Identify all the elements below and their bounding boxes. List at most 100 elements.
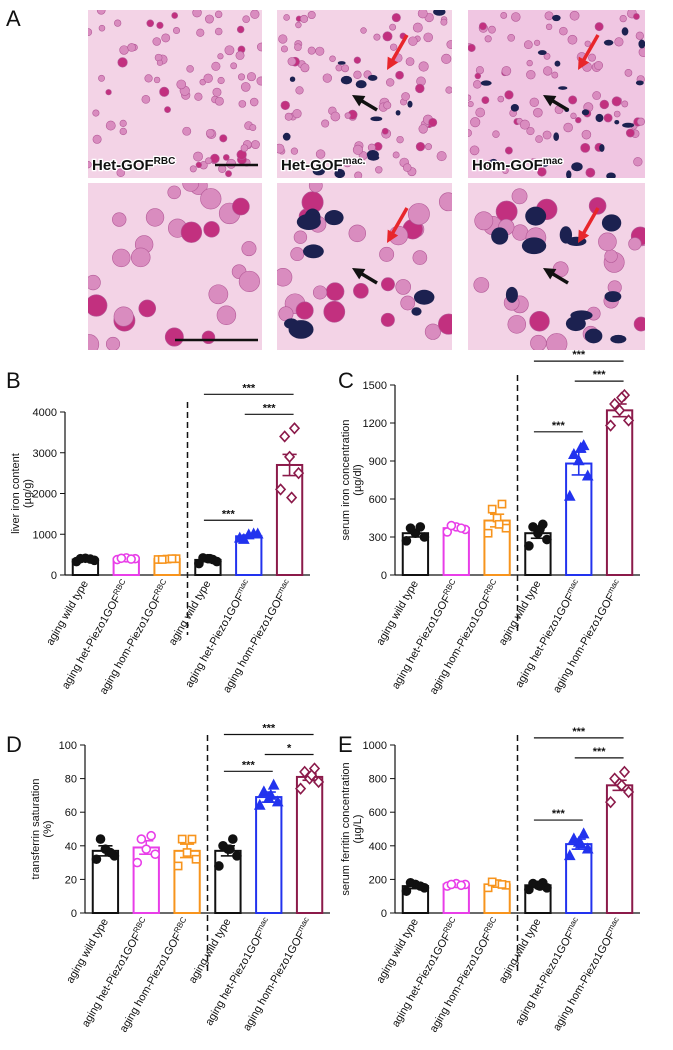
nucleus <box>294 43 302 52</box>
nucleus <box>403 163 412 172</box>
nucleus <box>217 53 224 60</box>
iron-deposit <box>324 210 344 226</box>
nucleus <box>335 64 343 72</box>
arrow-head <box>387 229 399 243</box>
data-point <box>264 788 277 800</box>
nucleus <box>205 157 213 165</box>
nucleus <box>542 130 552 140</box>
iron-deposit <box>638 39 645 49</box>
x-tick-label-sup: RBC <box>441 915 457 934</box>
x-tick-label: aging wild type <box>44 579 91 648</box>
data-point <box>267 778 280 790</box>
nucleus <box>112 212 127 227</box>
iron-deposit <box>559 226 573 244</box>
x-tick-label: aging hom-Piezo1GOFRBC <box>426 915 503 1034</box>
iron-deposit <box>411 307 422 316</box>
nucleus <box>543 52 551 60</box>
nucleus <box>474 72 482 80</box>
iron-deposit <box>537 50 547 56</box>
nucleus <box>287 57 297 66</box>
image-label-sup: mac <box>543 156 563 167</box>
nucleus <box>530 334 547 350</box>
y-axis-label: serum iron concentration <box>340 419 352 540</box>
data-point <box>275 483 287 496</box>
data-point <box>616 391 628 404</box>
data-point <box>214 861 224 871</box>
nucleus <box>594 22 604 32</box>
data-point <box>205 553 215 564</box>
nucleus <box>235 50 245 60</box>
nucleus <box>277 143 285 154</box>
nucleus <box>396 135 404 144</box>
histology-image <box>277 183 452 350</box>
data-point <box>568 832 580 844</box>
iron-deposit <box>552 14 561 22</box>
data-point <box>173 861 183 871</box>
nucleus <box>418 124 428 134</box>
data-point <box>614 404 626 417</box>
nucleus <box>116 168 125 177</box>
nucleus <box>468 129 472 137</box>
nucleus <box>119 45 129 55</box>
data-point <box>191 854 201 864</box>
nucleus <box>216 305 237 325</box>
y-axis-label: liver iron content <box>10 453 22 534</box>
data-point <box>126 554 136 564</box>
nucleus <box>424 143 432 151</box>
nucleus <box>621 100 629 108</box>
data-point <box>415 881 426 891</box>
nucleus <box>224 45 235 56</box>
arrow-head <box>578 229 590 243</box>
nucleus <box>164 106 171 113</box>
tissue <box>88 10 262 178</box>
nucleus <box>186 65 194 73</box>
nucleus <box>312 285 328 300</box>
nucleus <box>537 167 547 177</box>
significance-label: *** <box>552 808 566 820</box>
nucleus <box>545 23 553 31</box>
data-point <box>286 491 298 504</box>
data-point <box>497 880 507 889</box>
significance-label: *** <box>242 759 256 771</box>
nucleus <box>535 135 543 143</box>
nucleus <box>292 109 302 119</box>
nucleus <box>219 134 228 143</box>
iron-deposit <box>540 158 550 167</box>
iron-deposit <box>558 86 568 90</box>
y-tick-label: 0 <box>381 908 387 920</box>
data-point <box>228 834 238 844</box>
data-point <box>401 886 412 896</box>
x-tick-label: aging wild type <box>64 917 111 986</box>
nucleus <box>507 33 516 42</box>
y-tick-label: 900 <box>369 456 387 468</box>
nucleus <box>383 101 392 110</box>
histology-image: Het-GOFmac. <box>277 10 452 178</box>
iron-deposit <box>601 214 622 232</box>
nucleus <box>391 13 401 23</box>
x-tick-label-text: aging wild type <box>64 917 111 986</box>
nucleus <box>156 59 164 66</box>
data-point <box>225 844 235 854</box>
nucleus <box>380 312 395 327</box>
y-tick-label: 300 <box>369 532 387 544</box>
data-point <box>563 849 576 861</box>
nucleus <box>395 70 404 80</box>
data-point <box>232 851 242 861</box>
nucleus <box>401 92 410 101</box>
nucleus <box>423 32 433 43</box>
iron-deposit <box>521 237 547 255</box>
nucleus <box>88 28 93 37</box>
iron-deposit <box>407 100 413 108</box>
image-label-sup: RBC <box>154 156 176 167</box>
iron-deposit <box>610 334 627 344</box>
nucleus <box>588 197 607 215</box>
iron-deposit <box>282 132 291 141</box>
nucleus <box>511 12 521 22</box>
data-point <box>292 466 305 480</box>
y-axis-label: (µg/L) <box>352 815 364 844</box>
nucleus <box>205 128 215 138</box>
nucleus <box>214 96 224 106</box>
iron-deposit <box>621 27 629 36</box>
nucleus <box>152 37 162 46</box>
nucleus <box>635 31 644 40</box>
